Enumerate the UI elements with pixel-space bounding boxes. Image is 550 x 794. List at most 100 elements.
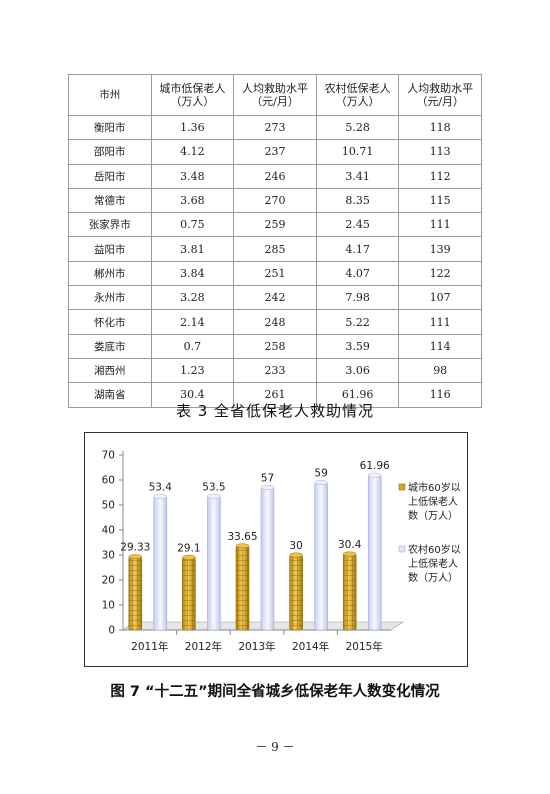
x-tick-label: 2012年	[185, 640, 222, 653]
bar-rural	[367, 472, 382, 631]
data-label: 30.4	[338, 539, 362, 551]
table-cell-region: 衡阳市	[68, 114, 152, 141]
table-row: 湘西州 1.23 233 3.06 98	[68, 357, 482, 384]
table-cell-value: 3.59	[315, 333, 400, 359]
data-label: 53.4	[149, 482, 173, 494]
table-cell-value: 246	[233, 163, 317, 189]
table-cell-value: 2.14	[150, 309, 235, 335]
bar-rural	[153, 494, 168, 631]
table-cell-value: 2.45	[315, 212, 400, 238]
legend-label: 数（万人）	[408, 571, 458, 584]
bar-rural	[260, 485, 275, 631]
table-cell-region: 湖南省	[68, 382, 152, 408]
table-cell-region: 邵阳市	[68, 139, 152, 165]
table-row: 郴州市 3.84 251 4.07 122	[68, 260, 482, 287]
table-cell-value: 61.96	[315, 382, 400, 408]
chart-frame: 0 10 20 30 40 50 60 70 2011年 2012年 2013年 2014年 2015年…	[84, 432, 468, 667]
y-tick-label: 20	[102, 575, 115, 587]
table-cell-region: 永州市	[68, 285, 152, 311]
legend-label: 城市60岁以	[408, 481, 461, 494]
header-rural-elderly: 农村低保老人 （万人）	[315, 74, 400, 116]
y-tick-label: 0	[108, 625, 115, 637]
table-cell-region: 常德市	[68, 187, 152, 214]
table-cell-value: 5.28	[315, 114, 400, 141]
table-cell-value: 237	[233, 139, 317, 165]
table-cell-value: 8.35	[315, 187, 400, 214]
data-label: 29.1	[177, 542, 200, 554]
x-tick-label: 2015年	[346, 640, 383, 653]
table-cell-value: 113	[398, 139, 482, 165]
data-label: 61.96	[360, 460, 390, 472]
x-tick-label: 2014年	[292, 640, 329, 653]
table-cell-value: 3.84	[150, 260, 235, 287]
table-cell-value: 248	[233, 309, 317, 335]
table-cell-value: 258	[233, 333, 317, 359]
table-cell-value: 0.75	[150, 212, 235, 238]
table-cell-value: 3.48	[150, 163, 235, 189]
bar-urban	[342, 551, 357, 631]
legend-label: 农村60岁以	[408, 543, 461, 556]
bar-urban	[128, 554, 143, 631]
legend-swatch	[398, 483, 406, 491]
table-cell-value: 122	[398, 260, 482, 287]
table-cell-value: 10.71	[315, 139, 400, 165]
table-caption: 表 3 全省低保老人救助情况	[175, 402, 375, 420]
table-cell-value: 112	[398, 163, 482, 189]
table-row: 永州市 3.28 242 7.98 107	[68, 285, 482, 311]
table-row: 湖南省 30.4 261 61.96 116	[68, 382, 482, 408]
table-cell-region: 湘西州	[68, 357, 152, 384]
table-cell-value: 273	[233, 114, 317, 141]
table-cell-region: 娄底市	[68, 333, 152, 359]
table-cell-value: 111	[398, 212, 482, 238]
table-cell-region: 张家界市	[68, 212, 152, 238]
table-cell-value: 118	[398, 114, 482, 141]
table-header-row: 市州 城市低保老人 （万人） 人均救助水平 （元/月） 农村低保老人 （万人） 人均救…	[68, 74, 482, 116]
table-row: 岳阳市 3.48 246 3.41 112	[68, 163, 482, 189]
table-cell-value: 242	[233, 285, 317, 311]
table-cell-value: 111	[398, 309, 482, 335]
table-cell-value: 3.06	[315, 357, 400, 384]
table-cell-value: 270	[233, 187, 317, 214]
table-cell-region: 怀化市	[68, 309, 152, 335]
data-label: 30	[289, 540, 302, 552]
table-row: 怀化市 2.14 248 5.22 111	[68, 309, 482, 335]
table-cell-value: 251	[233, 260, 317, 287]
y-tick-label: 30	[102, 550, 115, 562]
table-cell-value: 1.23	[150, 357, 235, 384]
data-label: 53.5	[202, 481, 225, 493]
table-cell-value: 1.36	[150, 114, 235, 141]
table-cell-value: 4.12	[150, 139, 235, 165]
table-cell-region: 益阳市	[68, 236, 152, 262]
table-cell-value: 98	[398, 357, 482, 384]
chart-caption: 图 7 “十二五”期间全省城乡低保老年人数变化情况	[110, 684, 440, 700]
table-row: 衡阳市 1.36 273 5.28 118	[68, 114, 482, 141]
table-cell-value: 139	[398, 236, 482, 262]
table-cell-region: 郴州市	[68, 260, 152, 287]
y-tick-label: 60	[102, 475, 115, 487]
header-urban-level: 人均救助水平 （元/月）	[233, 74, 317, 116]
y-tick-label: 10	[102, 600, 115, 612]
legend-swatch	[398, 545, 406, 553]
x-tick-label: 2013年	[238, 640, 275, 653]
table-cell-value: 3.68	[150, 187, 235, 214]
table-cell-value: 3.81	[150, 236, 235, 262]
table-row: 邵阳市 4.12 237 10.71 113	[68, 139, 482, 165]
table-cell-value: 3.28	[150, 285, 235, 311]
table-cell-value: 5.22	[315, 309, 400, 335]
data-label: 29.33	[120, 542, 150, 554]
y-tick-label: 70	[102, 450, 115, 462]
header-city: 市州	[68, 74, 152, 116]
data-label: 57	[261, 473, 274, 485]
page-number: － 9 －	[255, 740, 295, 754]
bar-urban	[235, 543, 250, 631]
bar-chart: 0 10 20 30 40 50 60 70 2011年 2012年 2013年 2014年 2015年…	[102, 450, 461, 654]
y-tick-label: 40	[102, 525, 115, 537]
assistance-table: 市州 城市低保老人 （万人） 人均救助水平 （元/月） 农村低保老人 （万人） 人均救…	[68, 74, 482, 408]
y-tick-label: 50	[102, 500, 115, 512]
data-label: 59	[314, 468, 327, 480]
legend-label: 上低保老人	[408, 495, 458, 508]
table-cell-region: 岳阳市	[68, 163, 152, 189]
table-cell-value: 259	[233, 212, 317, 238]
